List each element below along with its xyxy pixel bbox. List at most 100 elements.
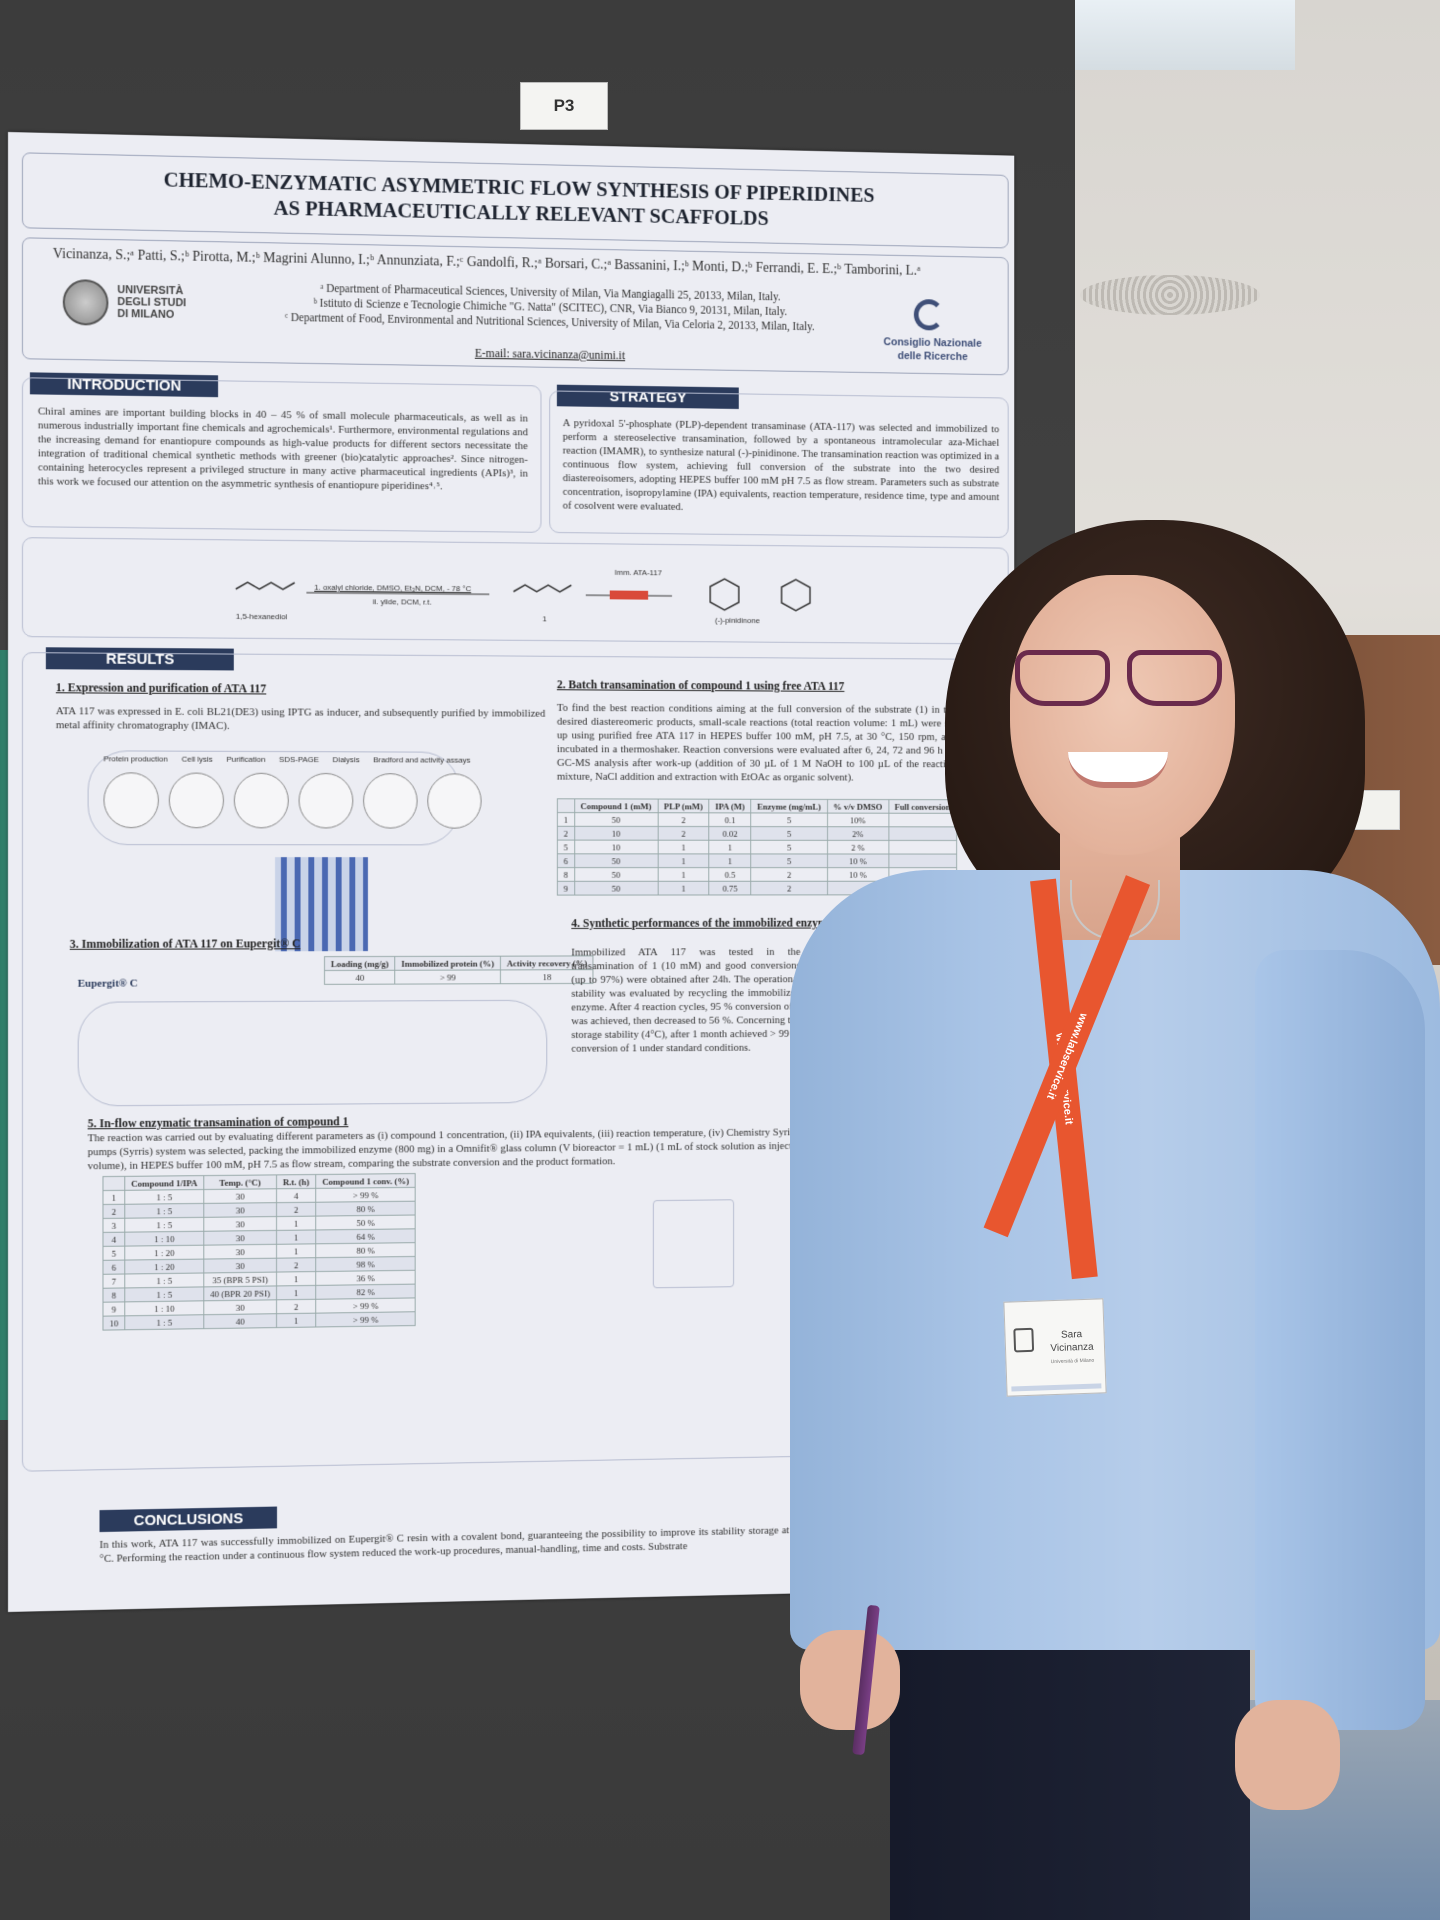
step-label: Dialysis: [333, 755, 360, 764]
table-cell: 8: [557, 868, 574, 882]
booth-label: P3: [520, 82, 608, 130]
immobilization-table: Loading (mg/g) Immobilized protein (%) Act…: [324, 955, 594, 984]
table-cell: 30: [204, 1189, 277, 1204]
table-cell: 2: [276, 1258, 315, 1272]
table-cell: 5: [751, 813, 827, 827]
purification-steps: [103, 772, 481, 828]
glasses-left-lens: [1015, 650, 1110, 706]
poster-title: CHEMO-ENZYMATIC ASYMMETRIC FLOW SYNTHESI…: [22, 152, 1009, 248]
table-cell: 1 : 20: [125, 1259, 204, 1274]
table-cell: 1: [276, 1244, 315, 1258]
table-cell: 1 : 5: [125, 1217, 204, 1232]
table-cell: 5: [751, 854, 827, 868]
flow-setup-diagram: [653, 1199, 734, 1288]
immobilization-workflow: [78, 1000, 548, 1107]
step-label: Cell lysis: [182, 755, 213, 764]
table-cell: > 99 %: [316, 1312, 415, 1327]
table-cell: 2: [658, 813, 709, 827]
scheme-intermediate-label: 1: [542, 614, 546, 623]
badge-name: Sara Vicinanza: [1041, 1327, 1102, 1355]
table-cell: 30: [204, 1244, 277, 1259]
flow-conditions-table: Compound 1/IPA Temp. (°C) R.t. (h) Compound…: [102, 1173, 415, 1331]
table-cell: > 99: [395, 970, 501, 984]
person-right-hand: [1235, 1700, 1340, 1810]
table-cell: [889, 813, 957, 827]
table-cell: 7: [103, 1274, 125, 1288]
table-row: 6 50 1 1 5 10 %: [557, 854, 956, 868]
table-cell: 2: [276, 1202, 315, 1216]
table-cell: 50: [574, 854, 657, 868]
table-cell: 30: [204, 1230, 277, 1245]
sds-page-icon: [299, 773, 354, 829]
table-cell: 30: [204, 1258, 277, 1273]
table-header: Compound 1 (mM): [574, 799, 657, 813]
table-header: IPA (M): [709, 799, 751, 813]
table-cell: 6: [103, 1260, 125, 1274]
table-cell: 2: [276, 1299, 315, 1313]
results-section1-title: 1. Expression and purification of ATA 11…: [56, 680, 266, 696]
table-cell: 1: [276, 1285, 315, 1299]
table-cell: 1: [276, 1272, 315, 1286]
results-section2-title: 2. Batch transamination of compound 1 us…: [557, 677, 845, 693]
eupergit-label: Eupergit® C: [78, 977, 138, 991]
glasses-icon: [1015, 650, 1225, 710]
assay-icon: [427, 773, 481, 828]
table-cell: 1: [709, 854, 751, 868]
badge-last-name: Vicinanza: [1042, 1340, 1102, 1355]
table-header: [103, 1176, 125, 1190]
table-cell: 40: [325, 970, 395, 984]
table-row: 5 10 1 1 5 2 %: [557, 840, 956, 854]
table-cell: 35 (BPR 5 PSI): [204, 1272, 277, 1287]
purification-icon: [234, 773, 289, 829]
cnr-name-line2: delle Ricerche: [876, 349, 989, 364]
scheme-product-label: (-)-pinidinone: [715, 616, 760, 625]
badge-footer-strip: [1011, 1383, 1101, 1391]
table-cell: 1: [276, 1230, 315, 1244]
table-header: Full conversion: [889, 800, 957, 814]
unimi-logo-text: UNIVERSITÀ DEGLI STUDI DI MILANO: [117, 284, 196, 321]
table-cell: 30: [204, 1217, 277, 1232]
introduction-text: Chiral amines are important building blo…: [38, 404, 528, 494]
table-cell: 9: [103, 1302, 125, 1316]
table-cell: 4: [103, 1232, 125, 1246]
table-cell: 40 (BPR 20 PSI): [204, 1286, 277, 1301]
cnr-name-line1: Consiglio Nazionale: [876, 335, 989, 351]
conclusions-heading: CONCLUSIONS: [100, 1507, 278, 1533]
table-cell: 80 %: [316, 1201, 415, 1216]
table-cell: 8: [103, 1288, 125, 1302]
table-header: [557, 799, 574, 813]
table-cell: 2: [658, 826, 709, 840]
step-label: SDS-PAGE: [279, 755, 319, 764]
table-cell: 30: [204, 1203, 277, 1218]
table-cell: 10%: [827, 813, 888, 827]
table-header: Compound 1 conv. (%): [316, 1174, 415, 1189]
badge-affiliation: Università di Milano: [1042, 1357, 1102, 1365]
table-header: Compound 1/IPA: [125, 1176, 204, 1191]
table-cell: 36 %: [316, 1270, 415, 1285]
table-header: Temp. (°C): [204, 1175, 277, 1190]
table-cell: 5: [103, 1246, 125, 1260]
table-cell: > 99 %: [316, 1187, 415, 1202]
table-cell: 1: [658, 868, 709, 882]
person-left-hand: [800, 1630, 900, 1730]
table-cell: > 99 %: [316, 1298, 415, 1313]
results-section1-text: ATA 117 was expressed in E. coli BL21(DE…: [56, 704, 546, 734]
glasses-right-lens: [1127, 650, 1222, 706]
table-cell: 1: [658, 854, 709, 868]
table-cell: 6: [557, 854, 574, 868]
room-window: [1075, 0, 1295, 70]
table-cell: 2: [103, 1204, 125, 1218]
table-cell: 0.02: [709, 827, 751, 841]
table-cell: [889, 827, 957, 841]
table-row: 2 10 2 0.02 5 2%: [557, 826, 956, 840]
strategy-text: A pyridoxal 5'-phosphate (PLP)-dependent…: [563, 416, 1000, 517]
results-section2-text: To find the best reaction conditions aim…: [557, 701, 956, 785]
table-cell: 82 %: [316, 1284, 415, 1299]
table-row: 1 50 2 0.1 5 10%: [557, 813, 956, 827]
table-cell: 40: [204, 1314, 277, 1329]
table-cell: [889, 840, 957, 854]
cnr-logo-text: Consiglio Nazionale delle Ricerche: [876, 335, 989, 364]
scheme-step1: 1. oxalyl chloride, DMSO, Et₃N, DCM, - 7…: [314, 583, 471, 593]
table-cell: 0.5: [709, 868, 751, 882]
table-cell: 1: [276, 1313, 315, 1327]
